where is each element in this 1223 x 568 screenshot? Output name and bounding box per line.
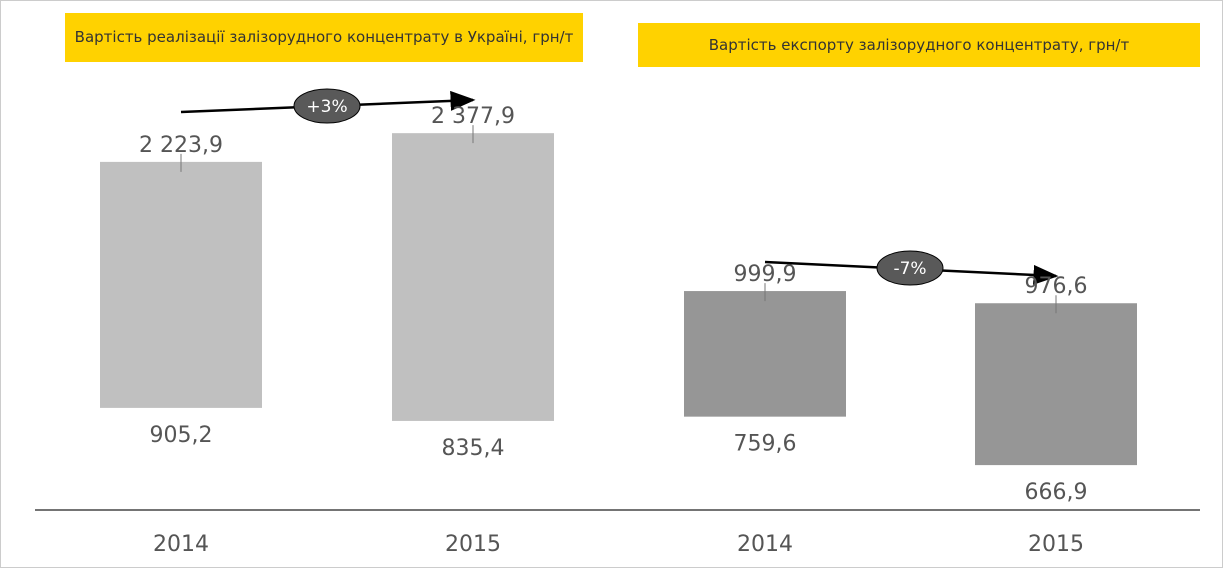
value-label: 835,4 <box>442 436 505 461</box>
value-label: 666,9 <box>1025 480 1088 505</box>
x-tick-label: 2015 <box>445 532 501 557</box>
value-label: 976,6 <box>1025 274 1088 299</box>
value-label: 999,9 <box>734 262 797 287</box>
x-tick-label: 2015 <box>1028 532 1084 557</box>
bar <box>100 161 262 408</box>
annotation: +3% <box>306 97 347 117</box>
annotation-badge <box>876 250 944 286</box>
x-tick-label: 2014 <box>737 532 793 557</box>
x-tick-label: 2014 <box>153 532 209 557</box>
chart-title: Вартість реалізації залізорудного концен… <box>65 13 583 62</box>
bar <box>392 133 554 421</box>
chart-title: Вартість експорту залізорудного концентр… <box>638 23 1200 67</box>
value-label: 2 377,9 <box>431 104 515 129</box>
bar <box>684 291 846 417</box>
value-label: 905,2 <box>150 423 213 448</box>
value-label: 2 223,9 <box>139 133 223 158</box>
annotation-badge <box>293 88 361 124</box>
value-label: 759,6 <box>734 432 797 457</box>
bar <box>975 303 1137 466</box>
annotation: -7% <box>893 259 926 279</box>
